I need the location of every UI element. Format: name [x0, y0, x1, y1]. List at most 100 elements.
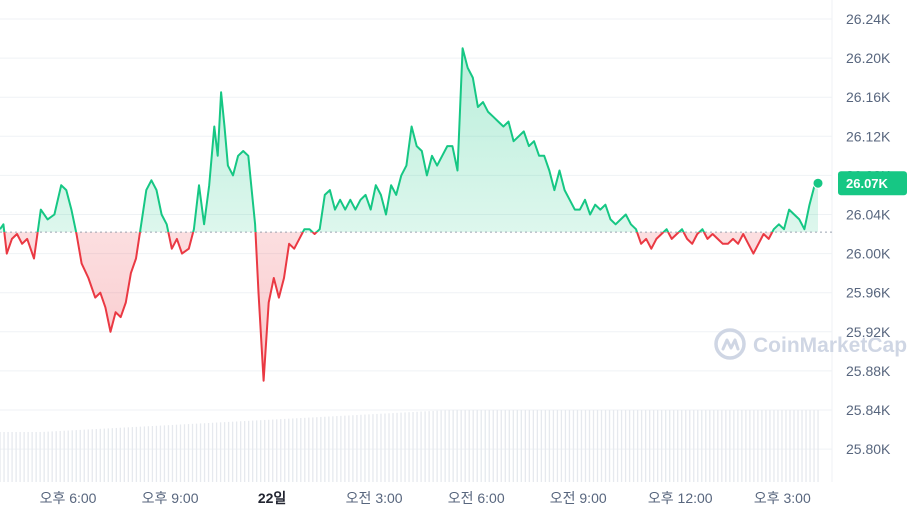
volume-bar	[528, 410, 530, 482]
volume-bar	[412, 411, 414, 482]
volume-bar	[797, 410, 799, 482]
volume-bar	[111, 428, 113, 482]
current-price-badge-bg	[838, 171, 907, 196]
volume-bar	[697, 410, 699, 482]
volume-bar	[123, 427, 126, 482]
volume-bar	[432, 410, 434, 482]
volume-bar	[709, 410, 711, 482]
volume-bar	[23, 432, 25, 482]
volume-bar	[508, 410, 510, 482]
y-tick-label: 25.80K	[846, 441, 891, 457]
volume-bar	[388, 413, 390, 482]
volume-bar	[272, 419, 274, 482]
volume-bar	[332, 416, 334, 482]
volume-bar	[252, 420, 254, 482]
volume-bar	[693, 410, 695, 482]
volume-bar	[713, 410, 715, 482]
up-area	[0, 48, 818, 233]
volume-bar	[344, 415, 346, 482]
volume-bar	[452, 410, 454, 482]
volume-bar	[733, 410, 735, 482]
volume-bar	[55, 431, 57, 482]
volume-bar	[576, 410, 579, 482]
up-line	[0, 47, 819, 233]
volume-bar	[721, 410, 723, 482]
volume-bar	[276, 419, 278, 482]
x-tick-label: 오후 3:00	[754, 490, 811, 506]
volume-bar	[328, 416, 330, 482]
volume-bar	[312, 417, 314, 482]
volume-bar	[19, 432, 21, 482]
volume-bar	[215, 422, 218, 482]
volume-bar	[761, 410, 763, 482]
volume-bar	[677, 410, 679, 482]
volume-bar	[657, 410, 659, 482]
volume-bar	[380, 413, 382, 482]
volume-bar	[701, 410, 703, 482]
volume-bar	[223, 422, 226, 482]
volume-bar	[669, 410, 671, 482]
volume-bar	[131, 427, 134, 482]
volume-bar	[741, 410, 743, 482]
volume-bar	[7, 432, 9, 482]
volume-bar	[99, 428, 101, 482]
volume-bar	[280, 419, 282, 482]
volume-bar	[167, 425, 170, 482]
volume-bar	[183, 424, 186, 482]
volume-bar	[544, 410, 547, 482]
volume-bar	[356, 415, 358, 482]
volume-bar	[604, 410, 607, 482]
current-price-badge: 26.07K	[838, 171, 907, 196]
volume-bar	[288, 418, 290, 482]
current-price-label: 26.07K	[846, 176, 889, 191]
volume-bar	[440, 410, 442, 482]
volume-bar	[59, 430, 61, 482]
volume-bar	[256, 420, 258, 482]
volume-bar	[284, 418, 286, 482]
volume-bar	[11, 432, 13, 482]
y-tick-label: 25.84K	[846, 402, 891, 418]
x-tick-label: 22일	[258, 490, 286, 506]
volume-bar	[231, 421, 234, 482]
y-tick-label: 26.00K	[846, 246, 891, 262]
volume-bar	[592, 410, 595, 482]
volume-bar	[484, 410, 486, 482]
y-tick-label: 26.16K	[846, 89, 891, 105]
volume-bar	[107, 428, 109, 482]
volume-bar	[556, 410, 559, 482]
volume-bar	[416, 411, 418, 482]
volume-bar	[817, 410, 819, 482]
volume-bar	[464, 410, 466, 482]
volume-bar	[348, 415, 350, 482]
volume-bar	[777, 410, 779, 482]
y-tick-label: 26.04K	[846, 207, 891, 223]
coinmarketcap-logo-icon	[714, 328, 746, 360]
volume-bar	[460, 410, 462, 482]
down-area	[4, 232, 773, 381]
volume-bar	[665, 410, 667, 482]
volume-bar	[568, 410, 571, 482]
volume-bar	[628, 410, 631, 482]
y-tick-label: 25.92K	[846, 324, 891, 340]
volume-bar	[408, 412, 410, 482]
volume-bar	[248, 420, 250, 482]
volume-bar	[745, 410, 747, 482]
volume-bar	[644, 410, 647, 482]
volume-bar	[516, 410, 518, 482]
volume-bar	[705, 410, 707, 482]
volume-bar	[588, 410, 591, 482]
volume-bar	[151, 426, 154, 482]
volume-bar	[749, 410, 751, 482]
volume-bar	[115, 427, 117, 482]
volume-bar	[400, 412, 402, 482]
volume-bar	[67, 430, 69, 482]
volume-bar	[191, 423, 194, 482]
volume-bar	[801, 410, 803, 482]
volume-bar	[548, 410, 551, 482]
current-price-dot	[812, 177, 824, 189]
volume-bar	[757, 410, 759, 482]
volume-bar	[673, 410, 675, 482]
volume-bar	[384, 413, 386, 482]
volume-bar	[300, 418, 302, 482]
volume-bar	[608, 410, 611, 482]
